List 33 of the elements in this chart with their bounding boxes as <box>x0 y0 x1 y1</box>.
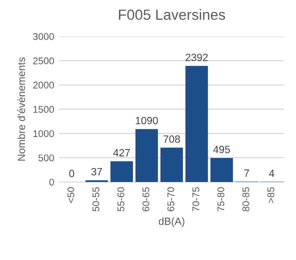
chart-title: F005 Laversines <box>118 9 226 20</box>
x-tick-label: 55-60 <box>117 187 124 212</box>
x-tick-label: <50 <box>67 187 74 203</box>
x-tick-label: 80-85 <box>242 187 250 212</box>
x-tick-label: 60-65 <box>142 187 150 212</box>
y-tick-label: 500 <box>38 154 54 162</box>
bar <box>135 129 158 182</box>
data-label: 7 <box>244 170 250 177</box>
data-label: 708 <box>164 135 180 143</box>
data-label: 495 <box>213 146 230 154</box>
x-tick-label: 75-80 <box>217 187 224 212</box>
y-tick-label: 2500 <box>33 57 54 64</box>
y-tick-label: 1000 <box>33 130 54 138</box>
data-label: 427 <box>113 149 130 156</box>
x-tick-label: >85 <box>267 187 274 203</box>
y-axis-title: Nombre d'évènements <box>17 57 26 161</box>
data-label: 1090 <box>136 116 158 124</box>
x-tick-label: 70-75 <box>192 187 200 212</box>
x-axis-title: dB(A) <box>158 217 184 227</box>
data-label: 37 <box>91 168 102 176</box>
bar <box>160 148 183 182</box>
y-tick-label: 3000 <box>33 33 54 40</box>
bar <box>110 161 133 182</box>
x-tick-label: 50-55 <box>92 187 100 212</box>
y-tick-label: 2000 <box>33 82 54 89</box>
bar <box>185 66 208 182</box>
y-tick-label: 0 <box>49 178 54 186</box>
data-label: 4 <box>269 170 274 177</box>
x-tick-label: 65-70 <box>167 187 174 212</box>
bar <box>210 158 233 182</box>
y-tick-label: 1500 <box>33 106 54 113</box>
data-label: 2392 <box>186 54 208 62</box>
data-label: 0 <box>69 170 74 178</box>
